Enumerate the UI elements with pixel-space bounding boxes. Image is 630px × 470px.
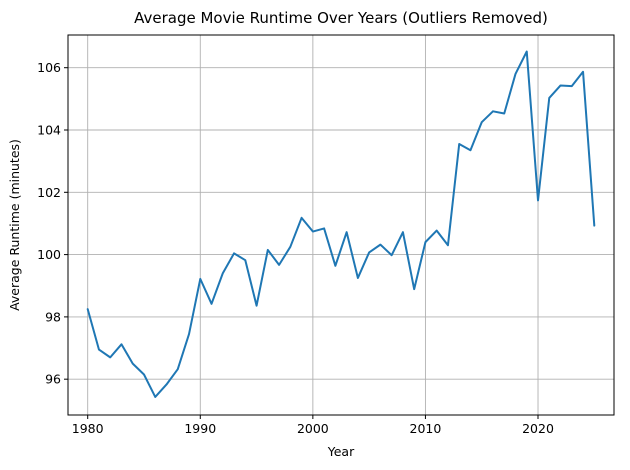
grid: [68, 35, 614, 415]
x-tick-label: 1990: [184, 421, 216, 436]
x-tick-label: 1980: [72, 421, 104, 436]
x-tick-label: 2000: [297, 421, 329, 436]
series-layer: [86, 50, 596, 398]
y-axis-ticks: 96 98 100 102 104 106: [37, 60, 68, 387]
y-tick-label: 102: [37, 185, 61, 200]
series-line: [86, 50, 596, 398]
chart-title: Average Movie Runtime Over Years (Outlie…: [134, 9, 548, 27]
x-axis-ticks: 1980 1990 2000 2010 2020: [72, 415, 554, 436]
y-tick-label: 98: [45, 309, 61, 324]
y-tick-label: 104: [37, 123, 61, 138]
plot-area-frame: [67, 34, 615, 416]
y-axis-label: Average Runtime (minutes): [7, 139, 22, 311]
x-tick-label: 2010: [410, 421, 442, 436]
y-tick-label: 106: [37, 60, 61, 75]
x-tick-label: 2020: [522, 421, 554, 436]
y-tick-label: 96: [45, 372, 61, 387]
y-tick-label: 100: [37, 247, 61, 262]
x-axis-label: Year: [327, 444, 355, 459]
